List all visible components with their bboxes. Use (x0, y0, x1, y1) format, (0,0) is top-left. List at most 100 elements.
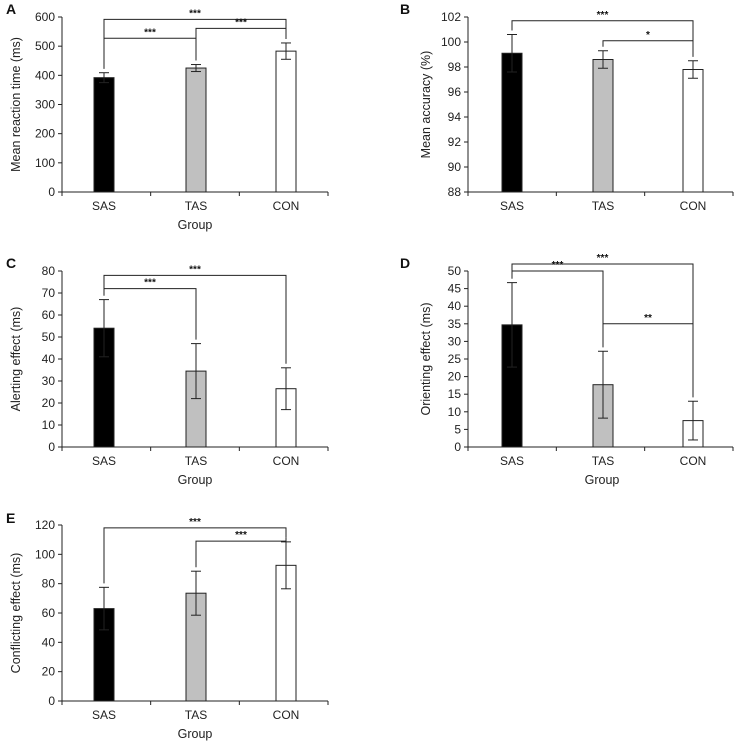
y-tick-label: 100 (35, 156, 55, 170)
chart-panel-a: A 0 100 200 300 400 500 600 SAS TAS CON *** *** *** Gr… (6, 1, 329, 232)
significance-bracket (103, 527, 287, 584)
y-tick-label: 102 (441, 10, 461, 24)
y-tick-label: 10 (42, 418, 56, 432)
y-tick-label: 100 (441, 35, 461, 49)
y-tick-label: 0 (454, 440, 461, 454)
y-tick-label: 70 (42, 286, 56, 300)
significance-label: *** (189, 264, 201, 275)
x-tick-label: CON (680, 199, 707, 213)
y-tick-label: 80 (42, 577, 56, 591)
x-tick-label: CON (273, 708, 300, 722)
significance-bracket (511, 270, 604, 348)
x-tick-label: TAS (185, 708, 207, 722)
y-tick-label: 60 (42, 606, 56, 620)
x-tick-label: TAS (185, 454, 207, 468)
y-axis-title: Alerting effect (ms) (9, 307, 23, 412)
y-tick-label: 0 (48, 694, 55, 708)
y-tick-label: 90 (448, 160, 462, 174)
y-tick-label: 40 (42, 635, 56, 649)
significance-bracket (103, 37, 197, 69)
y-tick-label: 92 (448, 135, 462, 149)
y-tick-label: 20 (42, 396, 56, 410)
y-tick-label: 60 (42, 308, 56, 322)
y-tick-label: 40 (448, 299, 462, 313)
x-axis-title: Group (585, 473, 620, 487)
y-tick-label: 80 (42, 264, 56, 278)
y-tick-label: 400 (35, 68, 55, 82)
significance-label: *** (144, 278, 156, 289)
significance-label: *** (235, 530, 247, 541)
y-tick-label: 45 (448, 282, 462, 296)
bar-tas (592, 59, 614, 193)
y-tick-label: 35 (448, 317, 462, 331)
significance-bracket (511, 20, 694, 57)
panel-label: D (400, 255, 410, 271)
y-axis-title: Conflicting effect (ms) (9, 553, 23, 674)
significance-label: * (646, 30, 650, 41)
significance-label: *** (597, 253, 609, 264)
bar-sas (501, 52, 523, 193)
y-tick-label: 15 (448, 387, 462, 401)
y-tick-label: 96 (448, 85, 462, 99)
x-tick-label: SAS (500, 199, 524, 213)
significance-label: *** (552, 260, 564, 271)
y-tick-label: 200 (35, 127, 55, 141)
significance-bracket (103, 18, 287, 69)
bar-con (275, 50, 297, 193)
y-tick-label: 0 (48, 440, 55, 454)
y-tick-label: 20 (42, 665, 56, 679)
significance-label: *** (235, 17, 247, 28)
y-tick-label: 94 (448, 110, 462, 124)
panel-label: C (6, 255, 16, 271)
y-tick-label: 10 (448, 405, 462, 419)
significance-bracket (602, 323, 694, 398)
panel-label: E (6, 510, 15, 526)
significance-bracket (195, 27, 287, 61)
significance-label: *** (144, 27, 156, 38)
significance-label: *** (189, 8, 201, 19)
x-tick-label: SAS (500, 454, 524, 468)
significance-label: *** (597, 10, 609, 21)
y-tick-label: 30 (42, 374, 56, 388)
y-tick-label: 30 (448, 334, 462, 348)
x-axis-title: Group (178, 473, 213, 487)
significance-bracket (602, 40, 694, 57)
significance-bracket (103, 288, 197, 340)
bar-sas (93, 77, 115, 193)
bar-con (682, 69, 704, 193)
x-tick-label: CON (680, 454, 707, 468)
x-tick-label: TAS (185, 199, 207, 213)
significance-label: ** (644, 313, 652, 324)
significance-label: *** (189, 517, 201, 528)
chart-panel-c: C 0 10 20 30 40 50 60 70 80 SAS TAS CON *** *** Group Al… (6, 255, 329, 487)
y-tick-label: 300 (35, 98, 55, 112)
y-tick-label: 25 (448, 352, 462, 366)
y-tick-label: 600 (35, 10, 55, 24)
y-tick-label: 120 (35, 518, 55, 532)
y-tick-label: 500 (35, 39, 55, 53)
x-axis-title: Group (178, 218, 213, 232)
x-tick-label: CON (273, 199, 300, 213)
significance-bracket (103, 274, 287, 364)
y-tick-label: 50 (448, 264, 462, 278)
y-axis-title: Mean reaction time (ms) (9, 37, 23, 172)
panel-label: B (400, 1, 410, 17)
bar-tas (185, 67, 207, 193)
x-tick-label: SAS (92, 199, 116, 213)
x-tick-label: TAS (592, 199, 614, 213)
y-tick-label: 5 (454, 422, 461, 436)
y-axis-title: Mean accuracy (%) (419, 51, 433, 159)
y-tick-label: 20 (448, 370, 462, 384)
panel-label: A (6, 1, 16, 17)
y-tick-label: 50 (42, 330, 56, 344)
significance-bracket (195, 537, 287, 568)
x-tick-label: TAS (592, 454, 614, 468)
x-axis-title: Group (178, 727, 213, 741)
chart-panel-e: E 0 20 40 60 80 100 120 SAS TAS CON *** *** Group Conf… (6, 510, 329, 741)
x-tick-label: SAS (92, 708, 116, 722)
y-tick-label: 100 (35, 547, 55, 561)
y-tick-label: 0 (48, 185, 55, 199)
